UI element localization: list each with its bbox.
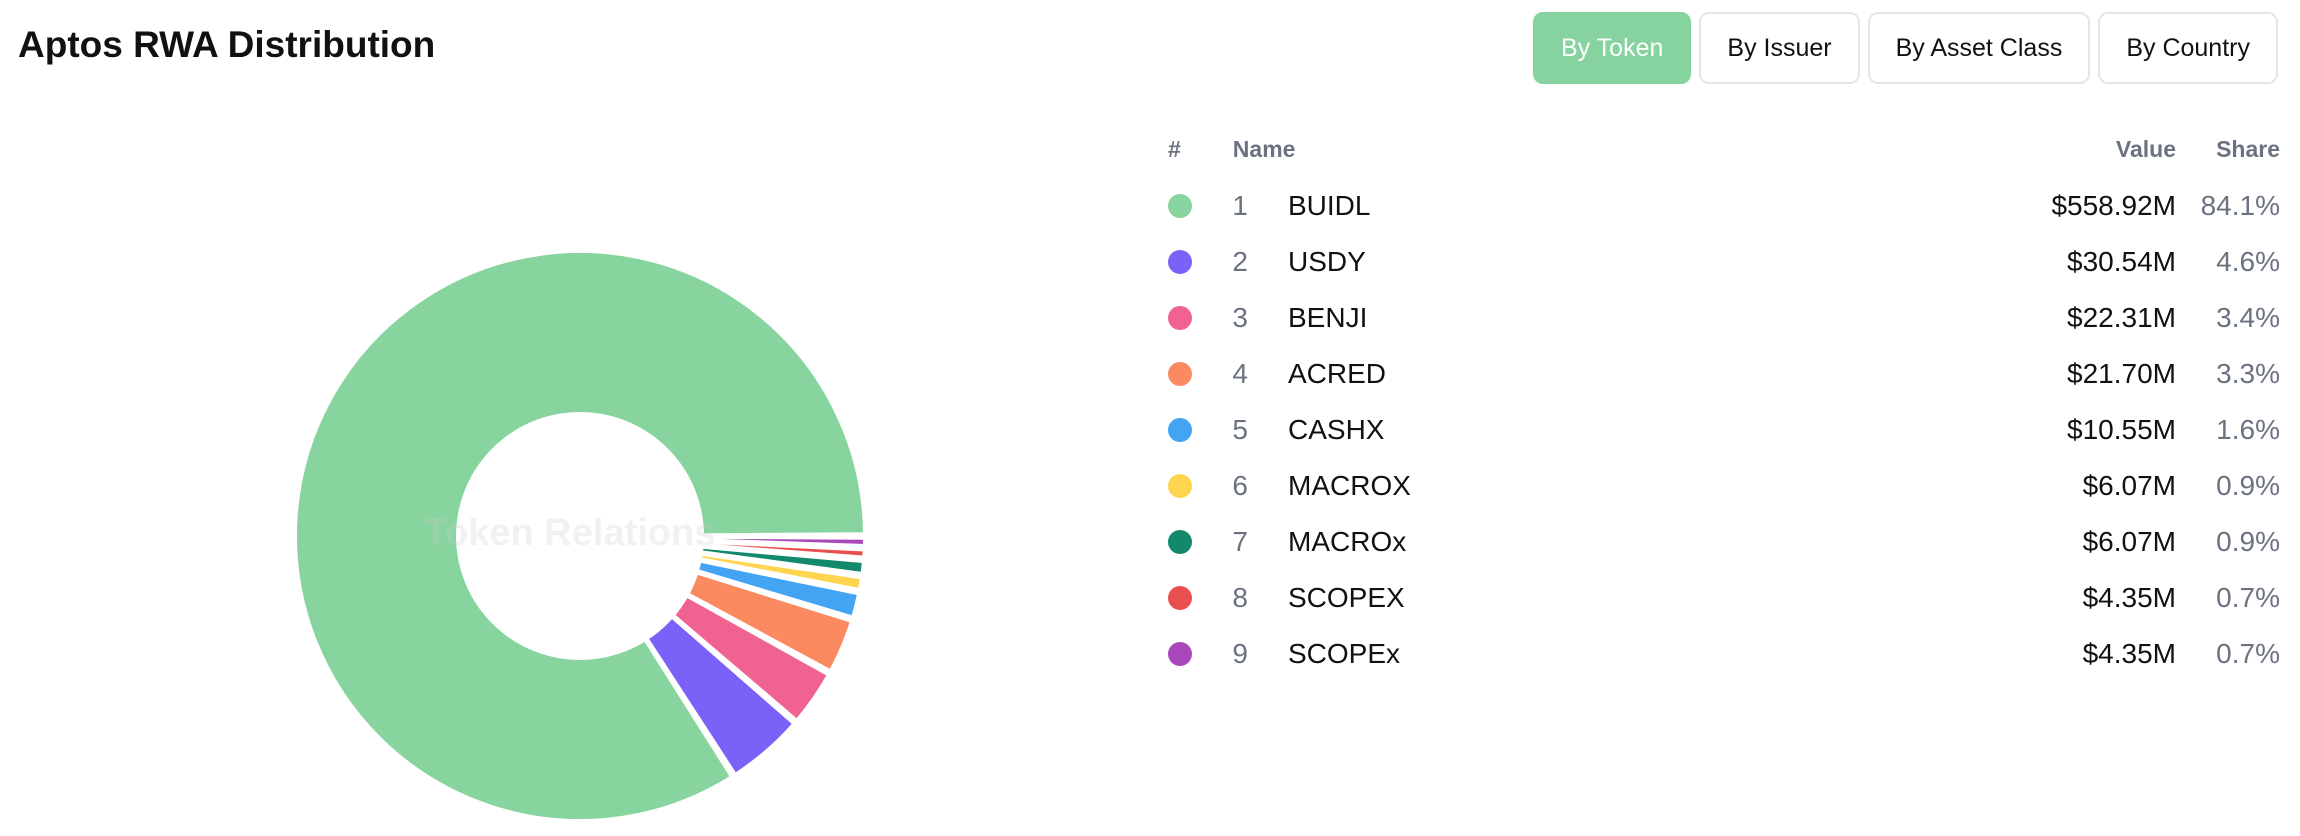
legend-name: USDY (1288, 246, 1366, 277)
legend-row[interactable]: 8 SCOPEX $4.35M 0.7% (1168, 570, 2280, 626)
legend-value: $558.92M (2051, 190, 2176, 221)
legend-share: 84.1% (2200, 190, 2280, 221)
view-toggle-group: By Token By Issuer By Asset Class By Cou… (1525, 12, 2278, 84)
legend-table: # Name Value Share 1 BUIDL $558.92M 84.1% 2 U… (1168, 134, 2280, 682)
legend-name: BUIDL (1288, 190, 1371, 221)
legend-share: 0.7% (2216, 638, 2280, 669)
legend-row[interactable]: 5 CASHX $10.55M 1.6% (1168, 402, 2280, 458)
legend-dot-cell (1168, 586, 1212, 610)
legend-dot-cell (1168, 362, 1212, 386)
header-share: Share (2216, 135, 2280, 162)
by-asset-class-button[interactable]: By Asset Class (1867, 12, 2091, 84)
legend-value: $6.07M (2082, 526, 2176, 557)
legend-dot-cell (1168, 530, 1212, 554)
legend-share: 0.7% (2216, 582, 2280, 613)
legend-dot-cell (1168, 418, 1212, 442)
legend-row[interactable]: 7 MACROx $6.07M 0.9% (1168, 514, 2280, 570)
legend-dot-cell (1168, 474, 1212, 498)
legend-rank: 6 (1232, 470, 1248, 501)
legend-dot-cell (1168, 194, 1212, 218)
legend-share: 4.6% (2216, 246, 2280, 277)
legend-rank: 1 (1232, 190, 1248, 221)
header-value: Value (2115, 135, 2176, 162)
donut-slice-usdy[interactable] (643, 613, 798, 778)
legend-share: 0.9% (2216, 526, 2280, 557)
donut-slice-benji[interactable] (669, 592, 832, 724)
color-dot-icon (1168, 530, 1192, 554)
color-dot-icon (1168, 586, 1192, 610)
header-name: Name (1232, 135, 1296, 162)
legend-value: $6.07M (2082, 470, 2176, 501)
color-dot-icon (1168, 474, 1192, 498)
legend-rank: 2 (1232, 246, 1248, 277)
color-dot-icon (1168, 362, 1192, 386)
color-dot-icon (1168, 194, 1192, 218)
donut-chart (293, 249, 868, 823)
legend-share: 1.6% (2216, 414, 2280, 445)
legend-rank: 4 (1232, 358, 1248, 389)
legend-row[interactable]: 3 BENJI $22.31M 3.4% (1168, 290, 2280, 346)
legend-name: ACRED (1288, 358, 1387, 389)
legend-rank: 5 (1232, 414, 1248, 445)
legend-share: 3.4% (2216, 302, 2280, 333)
legend-row[interactable]: 9 SCOPEx $4.35M 0.7% (1168, 626, 2280, 682)
by-country-button[interactable]: By Country (2098, 12, 2278, 84)
legend-value: $30.54M (2067, 246, 2176, 277)
page-title: Aptos RWA Distribution (18, 24, 436, 65)
legend-name: MACROX (1288, 470, 1411, 501)
legend-rank: 7 (1232, 526, 1248, 557)
legend-name: BENJI (1288, 302, 1368, 333)
legend-rows: 1 BUIDL $558.92M 84.1% 2 USDY $30.54M 4.6% 3 BENJ… (1168, 178, 2280, 682)
legend-value: $21.70M (2067, 358, 2176, 389)
donut-slice-scopex[interactable] (699, 534, 868, 549)
header-rank: # (1168, 135, 1181, 162)
legend-dot-cell (1168, 250, 1212, 274)
legend-name: SCOPEX (1288, 582, 1405, 613)
legend-value: $10.55M (2067, 414, 2176, 445)
legend-name: SCOPEx (1288, 638, 1401, 669)
legend-row[interactable]: 6 MACROX $6.07M 0.9% (1168, 458, 2280, 514)
legend-dot-cell (1168, 642, 1212, 666)
by-issuer-button[interactable]: By Issuer (1699, 12, 1860, 84)
legend-value: $22.31M (2067, 302, 2176, 333)
legend-dot-cell (1168, 306, 1212, 330)
legend-header: # Name Value Share (1168, 134, 2280, 164)
legend-rank: 9 (1232, 638, 1248, 669)
legend-share: 0.9% (2216, 470, 2280, 501)
legend-row[interactable]: 4 ACRED $21.70M 3.3% (1168, 346, 2280, 402)
legend-value: $4.35M (2082, 638, 2176, 669)
color-dot-icon (1168, 642, 1192, 666)
legend-name: MACROx (1288, 526, 1407, 557)
legend-rank: 8 (1232, 582, 1248, 613)
by-token-button[interactable]: By Token (1533, 12, 1692, 84)
donut-slice-buidl[interactable] (293, 249, 868, 823)
legend-name: CASHX (1288, 414, 1385, 445)
color-dot-icon (1168, 250, 1192, 274)
legend-row[interactable]: 2 USDY $30.54M 4.6% (1168, 234, 2280, 290)
legend-share: 3.3% (2216, 358, 2280, 389)
legend-value: $4.35M (2082, 582, 2176, 613)
color-dot-icon (1168, 306, 1192, 330)
legend-row[interactable]: 1 BUIDL $558.92M 84.1% (1168, 178, 2280, 234)
color-dot-icon (1168, 418, 1192, 442)
legend-rank: 3 (1232, 302, 1248, 333)
